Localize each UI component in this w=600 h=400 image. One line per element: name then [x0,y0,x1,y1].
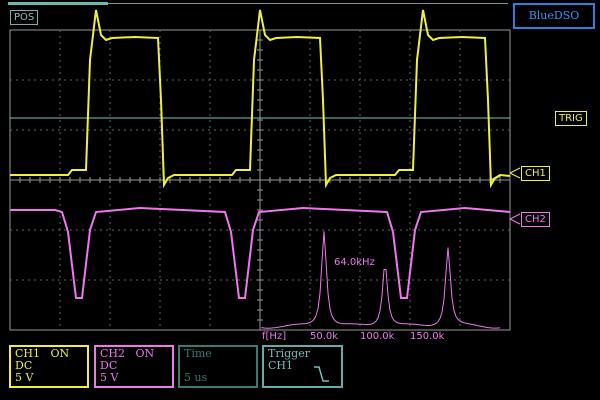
ch1-settings-panel[interactable]: CH1 ON DC 5 V [9,345,89,388]
ch1-marker-arrow [509,167,521,179]
spectrum-tick: 150.0k [410,331,445,342]
ch1-coupling: DC [15,359,33,372]
mode-label[interactable]: POS [10,10,39,25]
ch1-scale: 5 V [15,371,34,384]
ch1-name: CH1 [15,347,41,360]
trigger-source: CH1 [268,359,294,372]
ch2-coupling: DC [100,359,118,372]
ch2-state: ON [135,347,155,360]
ch2-marker-arrow [509,213,521,225]
ch2-offset-marker[interactable]: CH2 [521,212,550,227]
ch1-state: ON [50,347,70,360]
spectrum-tick: 50.0k [310,331,339,342]
trigger-level-marker[interactable]: TRIG [555,111,587,126]
peak-frequency-label: 64.0kHz [334,257,375,268]
ch1-waveform [10,9,511,189]
trigger-title: Trigger [268,347,310,360]
ch2-waveform [10,206,511,299]
falling-edge-icon [314,366,329,382]
ch2-scale: 5 V [100,371,119,384]
spectrum-trace [261,231,501,329]
trigger-settings-panel[interactable]: Trigger CH1 [262,345,343,388]
time-scale: 5 us [184,371,208,384]
time-settings-panel[interactable]: Time 5 us [178,345,258,388]
spectrum-tick: 100.0k [360,331,395,342]
progress-track [8,3,508,4]
ch1-offset-marker[interactable]: CH1 [521,166,550,181]
brand-logo: BlueDSO [513,3,595,29]
spectrum-axis-unit: f[Hz] [262,331,287,342]
progress-fill [8,2,108,5]
time-title: Time [184,347,212,360]
ch2-settings-panel[interactable]: CH2 ON DC 5 V [94,345,174,388]
ch2-name: CH2 [100,347,126,360]
